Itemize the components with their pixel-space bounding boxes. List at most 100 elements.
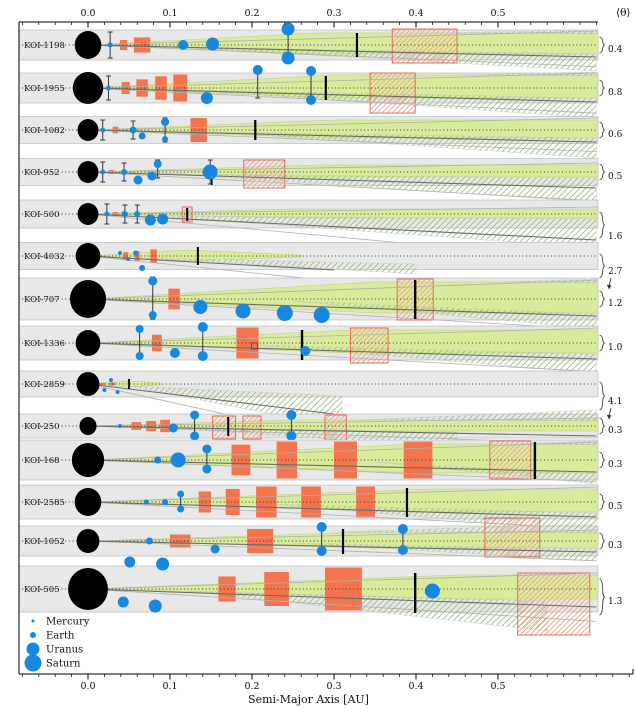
- lower-envelope-line: [87, 44, 597, 67]
- planet-dot: [108, 378, 113, 382]
- planet-dot: [397, 545, 408, 555]
- legend-dot-uranus: [26, 642, 40, 656]
- planet-dot: [169, 348, 180, 358]
- boundary-line: [87, 171, 597, 189]
- legend: Mercury Earth Uranus Saturn: [24, 617, 90, 672]
- planet-dot: [177, 505, 185, 513]
- boundary-line: [87, 44, 597, 58]
- legend-label: Mercury: [46, 617, 90, 628]
- planet-dot: [135, 352, 144, 360]
- upper-envelope-line: [87, 486, 599, 503]
- star: [77, 161, 99, 183]
- theta-value: 0.3: [608, 460, 623, 470]
- theta-brace: [599, 253, 606, 279]
- theta-brace: [599, 451, 606, 469]
- planet-dot: [162, 136, 169, 142]
- theta-brace: [599, 532, 606, 550]
- planet-dot: [148, 599, 162, 613]
- planet-dot: [134, 211, 141, 217]
- theta-value: 0.5: [608, 502, 623, 512]
- boundary-line: [87, 298, 597, 317]
- planet-dot: [139, 265, 146, 271]
- boundary-line: [87, 588, 597, 608]
- transit-box: [236, 327, 259, 359]
- bottom-axis-tick-label: 0.4: [408, 681, 423, 692]
- star: [71, 443, 105, 477]
- habitable-zone-hatch-lower: [145, 257, 417, 275]
- planet-dot: [133, 175, 143, 185]
- planet-dot: [193, 300, 208, 314]
- planet-dot: [100, 169, 106, 175]
- planet-dot: [102, 388, 107, 392]
- top-axis-tick-label: 0.2: [244, 8, 259, 19]
- planet-dot: [190, 410, 200, 420]
- legend-dot-saturn: [24, 654, 42, 672]
- planet-dot: [316, 522, 327, 532]
- planet-dot: [117, 596, 129, 608]
- theta-column-header: ⟨θ⟩: [616, 7, 631, 19]
- row-koi-952: KOI-952 0.5: [18, 158, 623, 203]
- star: [76, 372, 100, 396]
- row-koi-1052: KOI-1052 0.3: [18, 517, 623, 562]
- theta-brace: [599, 121, 606, 139]
- lower-envelope-line: [87, 171, 597, 202]
- koi-label: KOI-1955: [24, 84, 65, 94]
- legend-label: Uranus: [46, 645, 83, 656]
- bottom-axis-tick-label: 0.0: [80, 681, 95, 692]
- transit-box: [136, 79, 148, 97]
- planet-dot: [107, 42, 113, 48]
- koi-label: KOI-1336: [24, 339, 65, 349]
- planet-dot: [286, 410, 297, 420]
- star: [74, 31, 102, 59]
- planet-dot: [190, 431, 200, 441]
- transit-box: [198, 491, 211, 513]
- theta-brace: [599, 211, 606, 239]
- upper-envelope-line: [87, 117, 599, 131]
- star: [74, 488, 102, 516]
- theta-value: 0.5: [608, 172, 623, 182]
- hz-hatched-box: [484, 517, 541, 558]
- bottom-axis-tick-label: 0.2: [244, 681, 259, 692]
- top-axis-tick-label: 0.3: [326, 8, 341, 19]
- theta-brace: [599, 381, 606, 411]
- theta-value: 0.4: [608, 45, 623, 55]
- planet-dot: [124, 556, 136, 568]
- planet-dot: [316, 546, 327, 556]
- star: [72, 72, 104, 104]
- planet-dot: [148, 276, 158, 286]
- planet-dot: [153, 160, 162, 168]
- transit-box: [151, 334, 162, 352]
- planet-dot: [313, 307, 330, 323]
- planet-dot: [147, 171, 157, 181]
- habitable-zone-hatch-lower: [251, 344, 597, 374]
- legend-dot-earth: [30, 632, 36, 638]
- transit-box: [131, 422, 142, 430]
- hz-hatched-box: [517, 572, 591, 636]
- transit-box: [150, 249, 157, 263]
- planet-dot: [397, 524, 408, 534]
- transit-box: [256, 486, 277, 518]
- row-koi-1198: KOI-1198 0.4: [18, 22, 623, 72]
- habitable-zone-hatch-lower: [153, 215, 597, 249]
- lower-envelope-line: [87, 298, 597, 330]
- koi-label: KOI-1082: [24, 126, 65, 136]
- planet-dot: [138, 132, 146, 140]
- star: [75, 243, 101, 269]
- habitable-zone-hatch-upper: [358, 409, 597, 422]
- planet-dot: [157, 213, 169, 225]
- koi-label: KOI-500: [24, 210, 60, 220]
- top-axis-tick-label: 0.4: [408, 8, 423, 19]
- theta-brace: [599, 36, 606, 54]
- hz-hatched-box: [391, 28, 458, 64]
- planet-dot: [117, 424, 122, 428]
- transit-box: [231, 444, 251, 476]
- theta-brace: [599, 79, 606, 97]
- koi-label: KOI-168: [24, 456, 60, 466]
- planet-dot: [121, 169, 128, 175]
- upper-envelope-line: [87, 206, 599, 215]
- boundary-line: [87, 87, 597, 103]
- open-square-marker: [250, 342, 258, 350]
- star: [77, 203, 99, 225]
